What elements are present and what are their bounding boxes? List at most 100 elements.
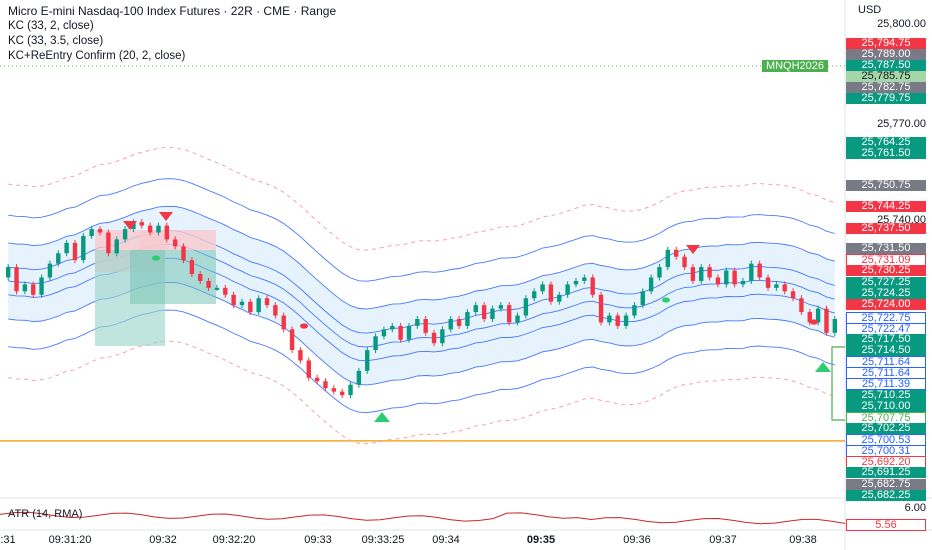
sell-signal-marker [159, 212, 173, 221]
price-tag: 25,730.25 [846, 265, 926, 276]
candle [699, 264, 704, 284]
candle [22, 281, 28, 295]
atr-indicator-label[interactable]: ATR (14, RMA) [8, 508, 83, 520]
sell-signal-marker [686, 245, 700, 254]
candle [198, 271, 203, 284]
symbol-price-tag: MNQH2026 [762, 60, 828, 72]
candle [832, 315, 838, 336]
candle [256, 295, 261, 316]
sell-zone-box [140, 230, 216, 250]
price-tag: 25,779.75 [846, 93, 926, 104]
time-label: 09:38 [789, 534, 817, 546]
price-tag: 25,710.25 [846, 390, 926, 401]
price-tag: 25,702.25 [846, 423, 926, 434]
candle [139, 219, 144, 229]
candle [715, 274, 721, 288]
indicator-kc-2[interactable]: KC (33, 3.5, close) [8, 35, 104, 47]
candle [765, 274, 771, 291]
candle [448, 315, 453, 333]
candle [799, 295, 804, 316]
candle [440, 326, 445, 347]
price-tag: 25,682.75 [846, 479, 926, 490]
time-label: :31 [0, 534, 16, 546]
symbol-title[interactable]: Micro E-mini Nasdaq-100 Index Futures · … [8, 4, 337, 18]
candle [506, 302, 512, 326]
candle [790, 288, 796, 302]
candle [406, 322, 412, 343]
candle [815, 305, 821, 326]
price-tag: 25,737.50 [846, 223, 926, 234]
candle [181, 243, 186, 264]
candle [114, 236, 119, 257]
candle [481, 302, 487, 322]
kc-dashed-upper [8, 146, 835, 251]
candle [323, 378, 328, 392]
candle [782, 281, 787, 295]
currency-label[interactable]: USD [858, 4, 882, 16]
candle [523, 295, 529, 319]
candle [339, 388, 345, 399]
time-label: 09:32 [149, 534, 177, 546]
candle [732, 267, 737, 288]
price-tag: 25,794.75 [846, 38, 926, 49]
candle [673, 246, 679, 260]
candle [106, 229, 111, 257]
candle [206, 277, 211, 291]
time-label: 09:35 [526, 534, 556, 546]
candle [156, 222, 161, 236]
candle [39, 274, 44, 298]
candle [431, 329, 437, 347]
candle [289, 326, 295, 354]
candle [306, 357, 311, 381]
candle [607, 312, 612, 326]
candle [390, 322, 395, 333]
candle [665, 246, 671, 271]
price-tag: 25,761.50 [846, 148, 926, 159]
indicator-kc-1[interactable]: KC (33, 2, close) [8, 20, 94, 32]
candle [381, 326, 387, 340]
candle [89, 226, 94, 239]
candle [573, 277, 579, 288]
buy-signal-marker [374, 412, 390, 422]
candle [824, 305, 829, 336]
candle [749, 260, 754, 284]
candle [214, 284, 220, 291]
candle [14, 264, 19, 295]
candle [264, 295, 270, 309]
candle [72, 239, 78, 264]
bracket-line [831, 346, 845, 421]
time-label: 09:34 [432, 534, 460, 546]
price-tag: 25,731.50 [846, 243, 926, 254]
time-label: 09:31:20 [48, 534, 92, 546]
candle [473, 302, 478, 316]
candle [348, 381, 353, 399]
candle [632, 302, 637, 319]
candle [565, 281, 570, 298]
candle [690, 264, 696, 284]
candle [682, 253, 687, 271]
candle [373, 333, 378, 354]
candle [239, 298, 245, 309]
candle [724, 267, 729, 288]
candle [532, 288, 537, 302]
candle [807, 309, 812, 326]
time-label: 09:37 [709, 534, 737, 546]
price-tag: 25,764.25 [846, 137, 926, 148]
candle [172, 236, 178, 250]
candle [97, 226, 103, 236]
candle [147, 222, 153, 236]
candle [248, 298, 253, 316]
candle [590, 274, 595, 298]
time-label: 09:32:20 [212, 534, 256, 546]
candle [740, 277, 746, 288]
sell-signal-marker [123, 221, 137, 230]
indicator-kc-reentry[interactable]: KC+ReEntry Confirm (20, 2, close) [8, 50, 186, 62]
candle [490, 305, 495, 322]
price-tag: 25,782.75 [846, 82, 926, 93]
price-tag: 25,727.25 [846, 277, 926, 288]
time-label: 09:33 [304, 534, 332, 546]
price-tag: 25,724.00 [846, 299, 926, 310]
candle [314, 374, 320, 385]
candle [515, 312, 520, 326]
